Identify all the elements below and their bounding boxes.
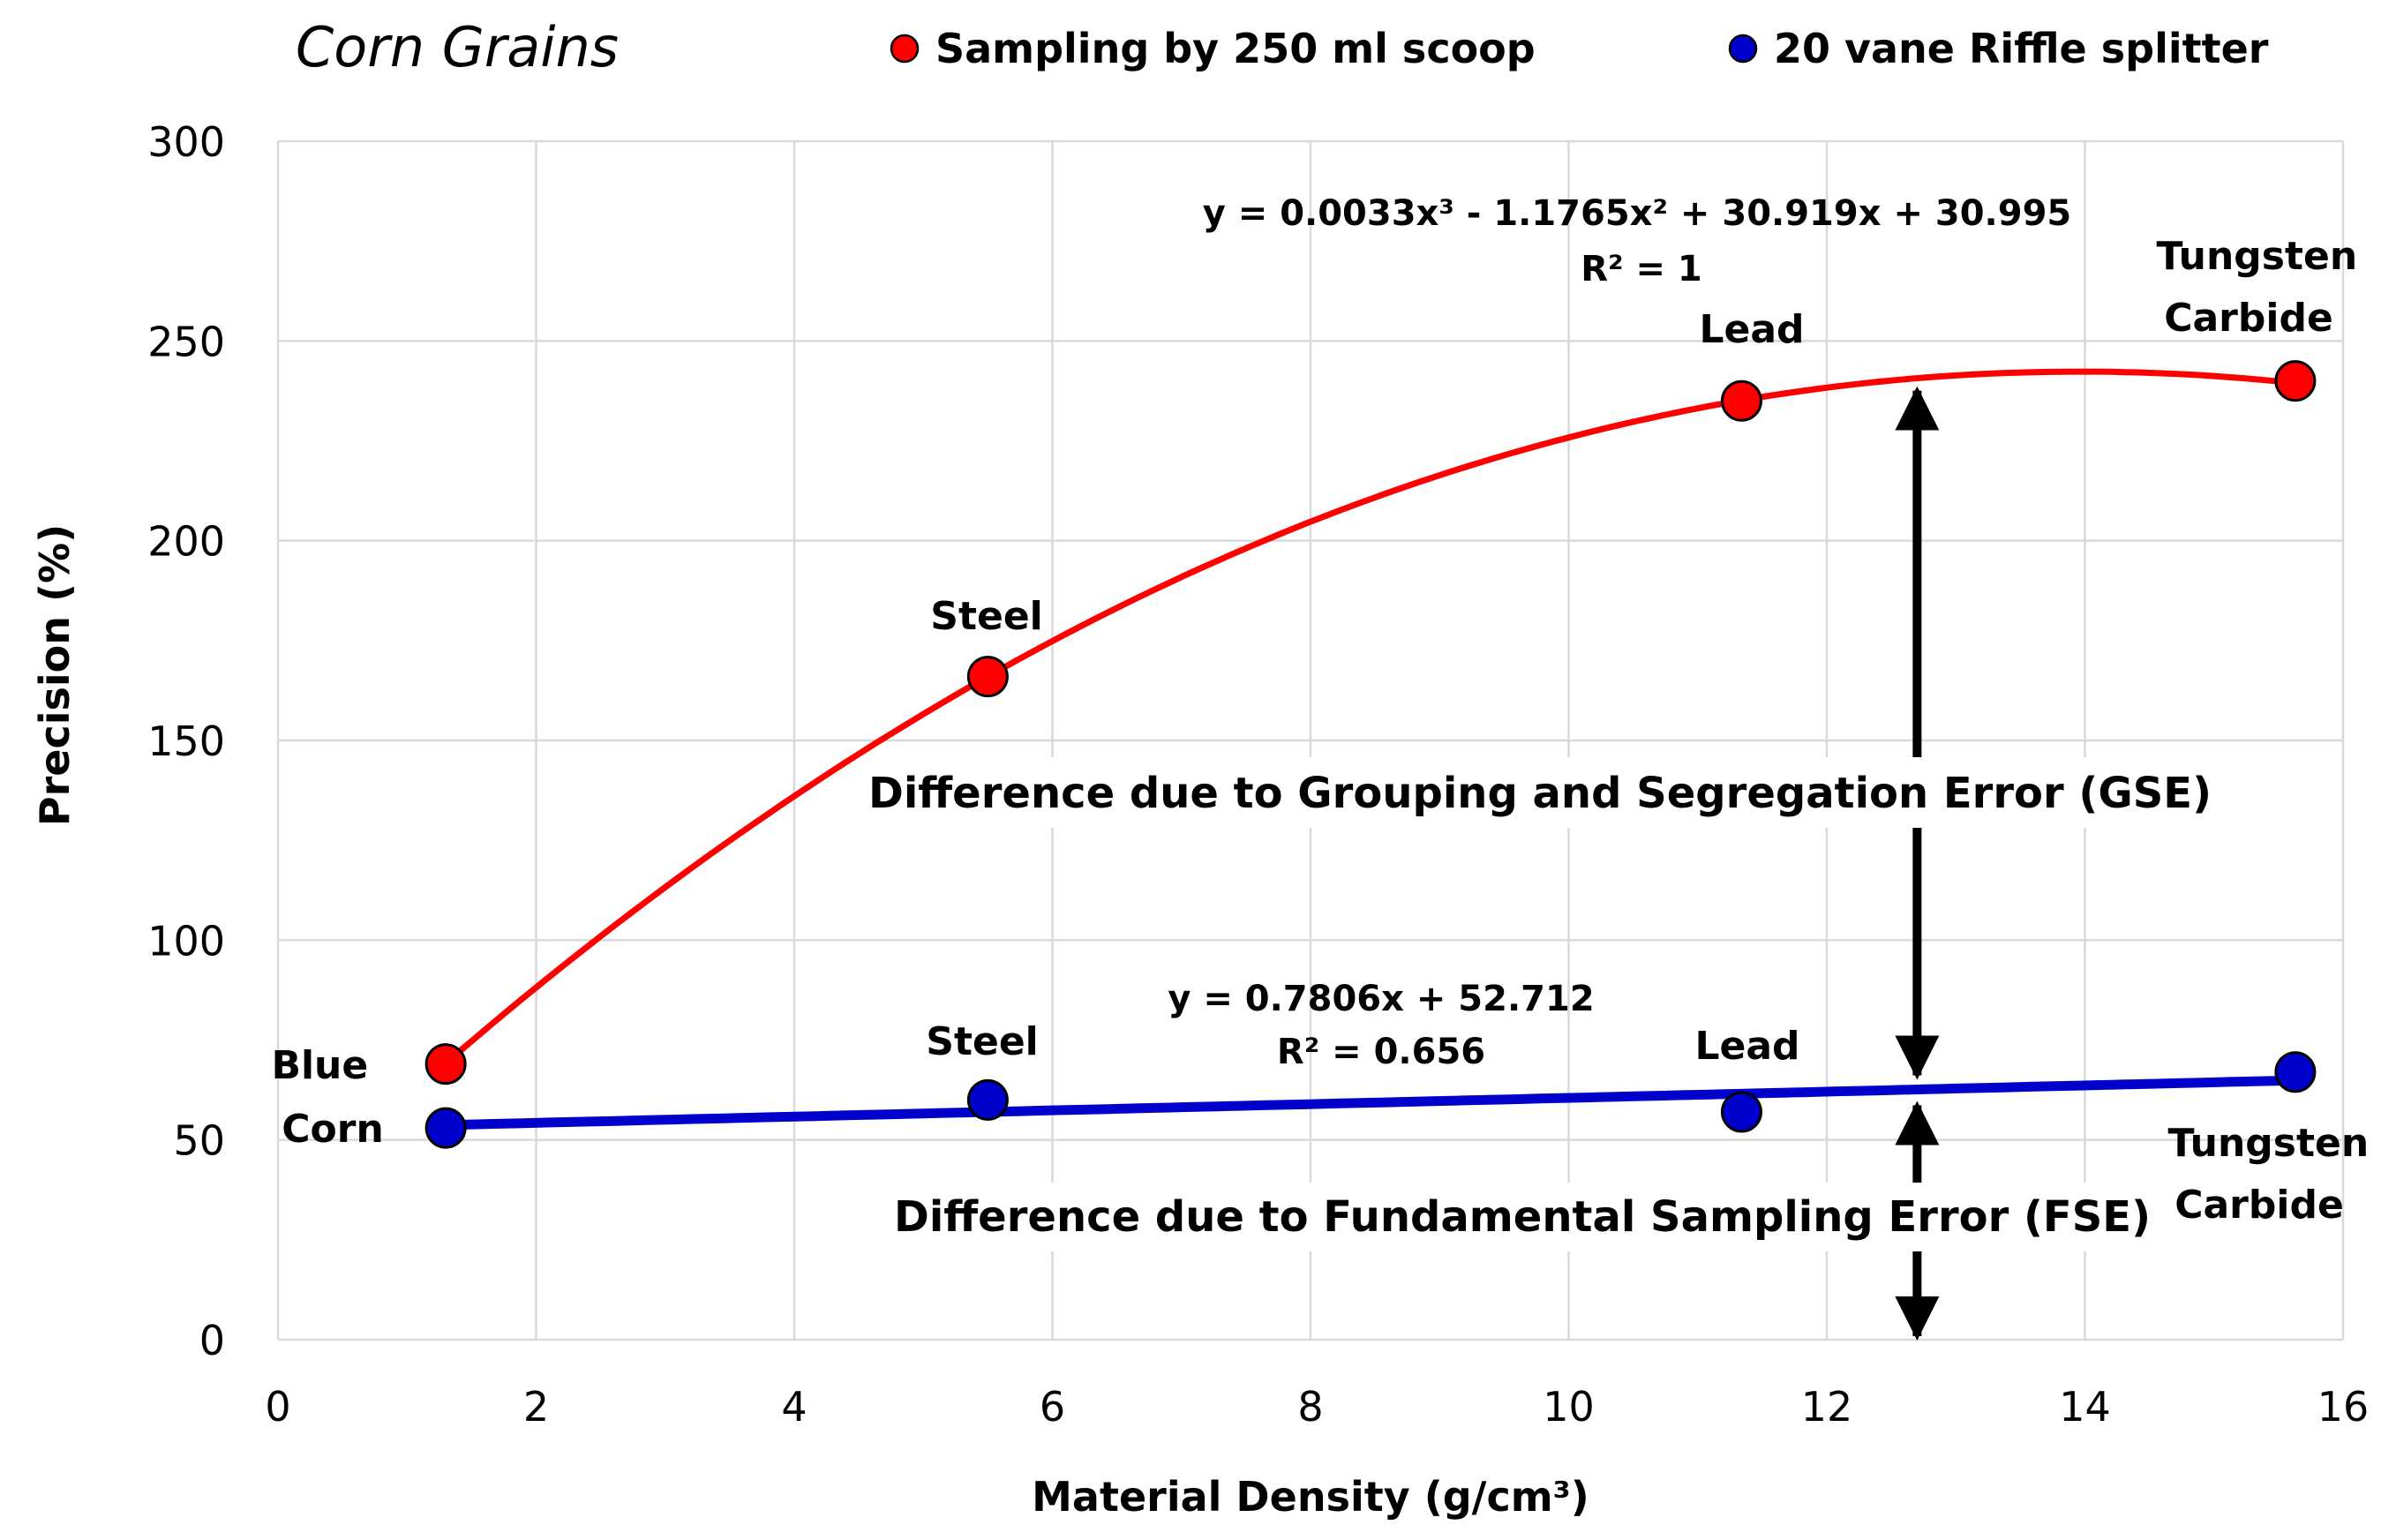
scoop-point-3	[1720, 379, 1762, 422]
label-scoop-steel: Steel	[930, 594, 1043, 639]
x-tick-label: 6	[1040, 1383, 1065, 1431]
x-tick-label: 10	[1543, 1383, 1595, 1431]
trendline-scoop	[443, 368, 2296, 1066]
label-scoop-lead: Lead	[1699, 307, 1804, 352]
y-tick-label: 200	[147, 518, 225, 566]
riffle-point-3	[1720, 1091, 1762, 1133]
fse-text-backing	[922, 1183, 2122, 1251]
x-tick-label: 14	[2059, 1383, 2111, 1431]
y-axis-title: Precision (%)	[31, 524, 79, 826]
y-tick-label: 100	[147, 917, 225, 965]
scoop-equation: y = 0.0033x³ - 1.1765x² + 30.919x + 30.9…	[1203, 193, 2072, 234]
legend: Sampling by 250 ml scoop 20 vane Riffle …	[890, 25, 2269, 72]
label-riffle-tungsten: Tungsten Carbide	[2167, 1121, 2382, 1228]
gse-annotation: Difference due to Grouping and Segregati…	[868, 769, 2212, 818]
label-scoop-tungsten: Tungsten Carbide	[2156, 234, 2370, 341]
y-tick-label: 300	[147, 118, 225, 166]
x-tick-label: 16	[2317, 1383, 2370, 1431]
gridlines	[276, 139, 2345, 1341]
y-tick-label: 250	[147, 318, 225, 365]
label-riffle-blue-corn: Blue Corn	[271, 1043, 383, 1152]
legend-label-riffle: 20 vane Riffle splitter	[1774, 25, 2269, 72]
x-tick-label: 8	[1297, 1383, 1323, 1431]
chart-title: Corn Grains	[296, 15, 619, 79]
riffle-equation: y = 0.7806x + 52.712	[1168, 979, 1594, 1019]
scoop-r2: R² = 1	[1581, 249, 1702, 289]
scoop-point-4	[2274, 360, 2317, 402]
label-riffle-steel: Steel	[926, 1019, 1039, 1064]
x-tick-label: 2	[523, 1383, 549, 1431]
y-tick-label: 50	[173, 1117, 225, 1165]
y-tick-label: 150	[147, 717, 225, 765]
scoop-point-2	[966, 656, 1009, 698]
tick-labels: 0 2 4 6 8 10 12 14 16 0 50 100 150 200 250 300	[147, 118, 2369, 1431]
gse-text-backing	[900, 757, 2180, 828]
y-tick-label: 0	[199, 1317, 225, 1364]
legend-marker-scoop	[890, 34, 920, 64]
label-riffle-lead: Lead	[1694, 1024, 1799, 1069]
data-points	[424, 360, 2317, 1149]
riffle-r2: R² = 0.656	[1277, 1032, 1485, 1072]
riffle-point-2	[966, 1078, 1009, 1121]
riffle-point-1	[424, 1107, 467, 1149]
x-axis-title: Material Density (g/cm³)	[1032, 1473, 1589, 1521]
trendline-riffle	[445, 1075, 2296, 1131]
riffle-point-4	[2274, 1051, 2317, 1093]
legend-marker-riffle	[1728, 34, 1758, 64]
x-tick-label: 0	[265, 1383, 290, 1431]
x-tick-label: 4	[781, 1383, 807, 1431]
fse-annotation: Difference due to Fundamental Sampling E…	[894, 1192, 2151, 1242]
scoop-point-1	[424, 1043, 467, 1086]
legend-label-scoop: Sampling by 250 ml scoop	[935, 25, 1536, 72]
x-tick-label: 12	[1801, 1383, 1853, 1431]
